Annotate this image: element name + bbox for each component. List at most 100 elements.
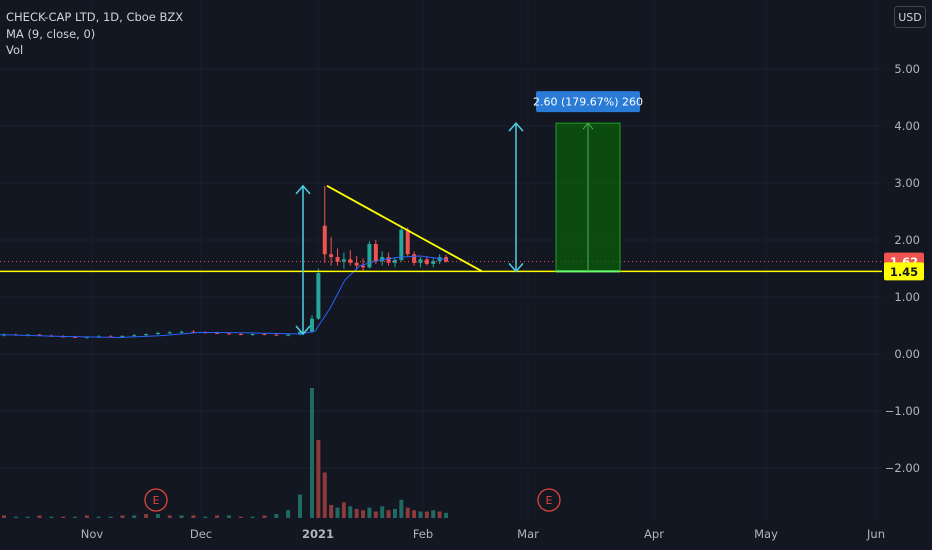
volume-bar: [96, 516, 101, 518]
time-tick-label: May: [754, 527, 778, 541]
candle-body: [361, 265, 366, 268]
candle-body: [250, 334, 255, 336]
moving-average-line: [0, 255, 447, 338]
volume-bar: [329, 505, 334, 518]
volume-bar: [341, 502, 346, 518]
earnings-marker-label: E: [546, 494, 553, 507]
volume-bar: [73, 516, 78, 518]
volume-bar: [373, 511, 378, 518]
candle-body: [262, 334, 267, 336]
volume-bar: [380, 506, 385, 518]
arrow-2-head-top: [508, 122, 524, 132]
candle-body: [418, 259, 423, 263]
volume-bar: [322, 472, 327, 518]
candle-body: [179, 331, 184, 333]
price-tick-label: −2.00: [885, 461, 920, 475]
price-axis[interactable]: 5.00 4.00 3.00 2.00 1.00 0.00 −1.00 −2.00: [885, 62, 920, 475]
candle-body: [431, 261, 436, 264]
candle-body: [191, 331, 196, 333]
candle-body: [286, 334, 291, 336]
candle-body: [310, 318, 314, 332]
target-zone-arrow-head: [582, 122, 594, 130]
volume-bar: [418, 511, 423, 518]
volume-bar: [437, 511, 442, 518]
measure-badge: [536, 91, 640, 113]
volume-bar: [298, 494, 302, 518]
candle-body: [437, 257, 442, 262]
volume-indicator-label[interactable]: Vol: [6, 43, 24, 57]
candle-body: [316, 273, 321, 319]
price-tick-label: 2.00: [894, 233, 920, 247]
volume-bar: [316, 440, 321, 518]
earnings-marker: [144, 488, 168, 512]
candle-body: [226, 333, 231, 335]
symbol-title[interactable]: CHECK-CAP LTD, 1D, Cboe BZX: [6, 10, 184, 24]
volume-bar: [2, 515, 6, 518]
volume-bar: [132, 515, 137, 518]
volume-bar: [367, 507, 372, 518]
chart-legend: CHECK-CAP LTD, 1D, Cboe BZX MA (9, close…: [6, 9, 183, 59]
volume-bar: [203, 516, 208, 518]
volume-bar: [424, 511, 429, 518]
volume-bar: [155, 514, 160, 518]
volume-bar: [13, 516, 18, 518]
price-tick-label: 1.00: [894, 290, 920, 304]
volume-bar: [226, 515, 231, 518]
candle-body: [274, 334, 279, 336]
price-tick-label: 4.00: [894, 119, 920, 133]
time-axis[interactable]: Nov Dec 2021 Feb Mar Apr May Jun: [81, 527, 885, 541]
candle-body: [386, 257, 391, 263]
volume-bar: [412, 510, 417, 518]
volume-bar: [348, 506, 353, 518]
candle-body: [424, 259, 429, 264]
volume-bar: [286, 510, 291, 518]
candle-body: [144, 334, 149, 336]
time-tick-label: Nov: [81, 527, 104, 541]
earnings-marker-label: E: [153, 494, 160, 507]
candle-body: [329, 254, 334, 258]
support-price-tag-bg: [884, 262, 924, 281]
volume-bar: [262, 515, 267, 518]
grid-lines: [0, 68, 882, 469]
candle-body: [322, 225, 327, 255]
time-tick-label: Apr: [644, 527, 664, 541]
volume-bar: [49, 516, 54, 518]
time-tick-label: Feb: [413, 527, 433, 541]
volume-bar: [310, 388, 314, 518]
time-tick-label: 2021: [302, 527, 334, 541]
ma-indicator-label[interactable]: MA (9, close, 0): [6, 26, 96, 41]
time-tick-label: Dec: [190, 527, 212, 541]
volume-bar: [274, 514, 279, 518]
time-tick-label: Mar: [517, 527, 539, 541]
candle-body: [298, 331, 302, 335]
measure-label: 2.60 (179.67%) 260: [533, 96, 643, 109]
volume-bar: [238, 516, 243, 518]
measure-arrows[interactable]: [295, 122, 524, 336]
volume-bar: [405, 507, 410, 518]
volume-bar: [108, 516, 113, 518]
descending-trendline[interactable]: [326, 185, 483, 273]
candle-body: [392, 259, 397, 263]
candle-body: [120, 335, 125, 337]
candle-body: [167, 332, 172, 334]
candle-body: [215, 332, 220, 334]
volume-bar: [392, 508, 397, 518]
candle-body: [373, 243, 378, 262]
price-tick-label: −1.00: [885, 404, 920, 418]
volume-bar: [335, 507, 340, 518]
volume-bar: [399, 499, 404, 518]
volume-bar: [37, 515, 42, 518]
candle-body: [399, 229, 404, 260]
currency-button[interactable]: USD: [894, 6, 926, 28]
candle-body: [341, 259, 346, 262]
volume-bar: [179, 515, 184, 518]
candle-body: [412, 254, 417, 263]
earnings-marker: [537, 488, 561, 512]
volume-bar: [167, 515, 172, 518]
volume-bar: [61, 516, 66, 518]
target-zone[interactable]: 2.60 (179.67%) 260: [533, 91, 643, 273]
candle-body: [84, 336, 89, 338]
